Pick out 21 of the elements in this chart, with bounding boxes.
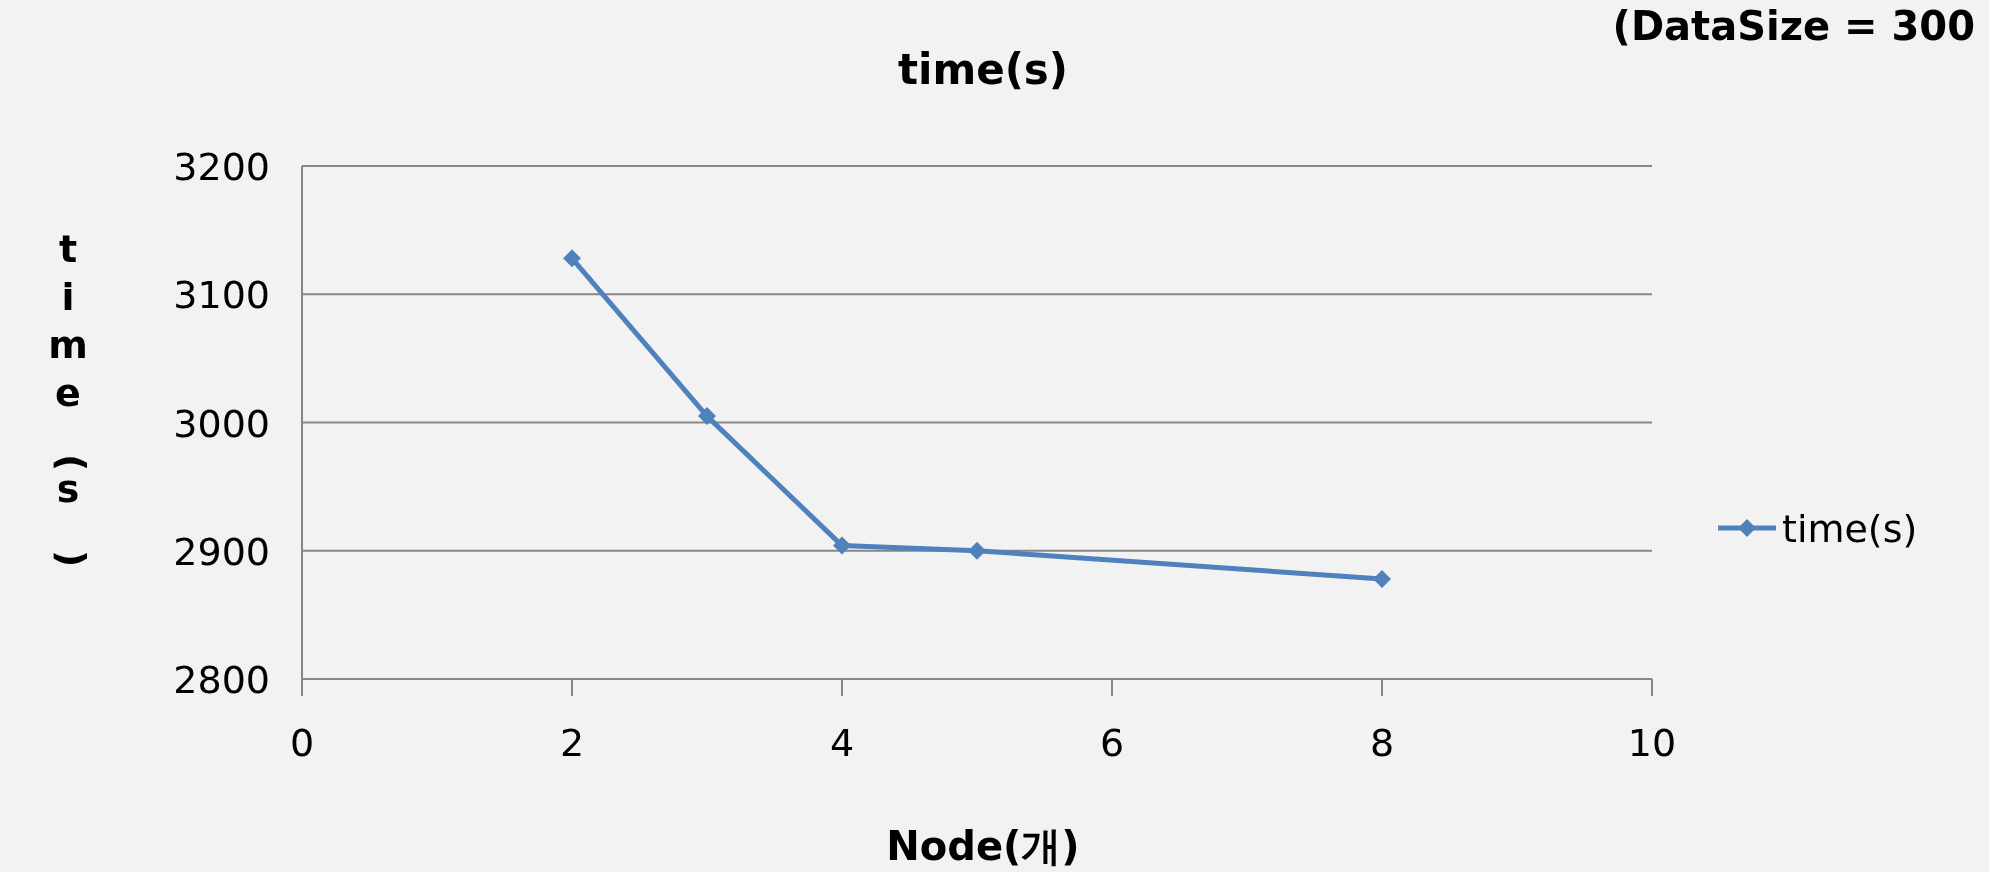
chart-title: time(s): [897, 45, 1069, 94]
x-tick-label: 4: [829, 721, 855, 765]
y-tick-label: 3000: [173, 401, 270, 446]
x-tick-label: 10: [1627, 721, 1677, 765]
y-axis-title: time(s): [48, 227, 95, 568]
y-tick-label: 3200: [173, 145, 270, 189]
y-tick-label: 2900: [173, 529, 270, 574]
legend-label: time(s): [1782, 507, 1918, 551]
x-tick-label: 6: [1099, 721, 1125, 765]
point: [1373, 569, 1391, 588]
x-axis-title: Node(개): [886, 823, 1080, 869]
y-tick-label: 2800: [173, 658, 270, 702]
point: [563, 249, 581, 268]
x-tick-label: 8: [1369, 721, 1395, 765]
x-tick-label: 0: [289, 721, 315, 765]
y-tick-label: 3100: [173, 273, 270, 318]
point: [698, 407, 716, 426]
x-tick-label: 2: [559, 721, 585, 765]
text: (DataSize = 300: [1612, 3, 1975, 49]
point: [968, 541, 986, 560]
point: [833, 536, 851, 555]
